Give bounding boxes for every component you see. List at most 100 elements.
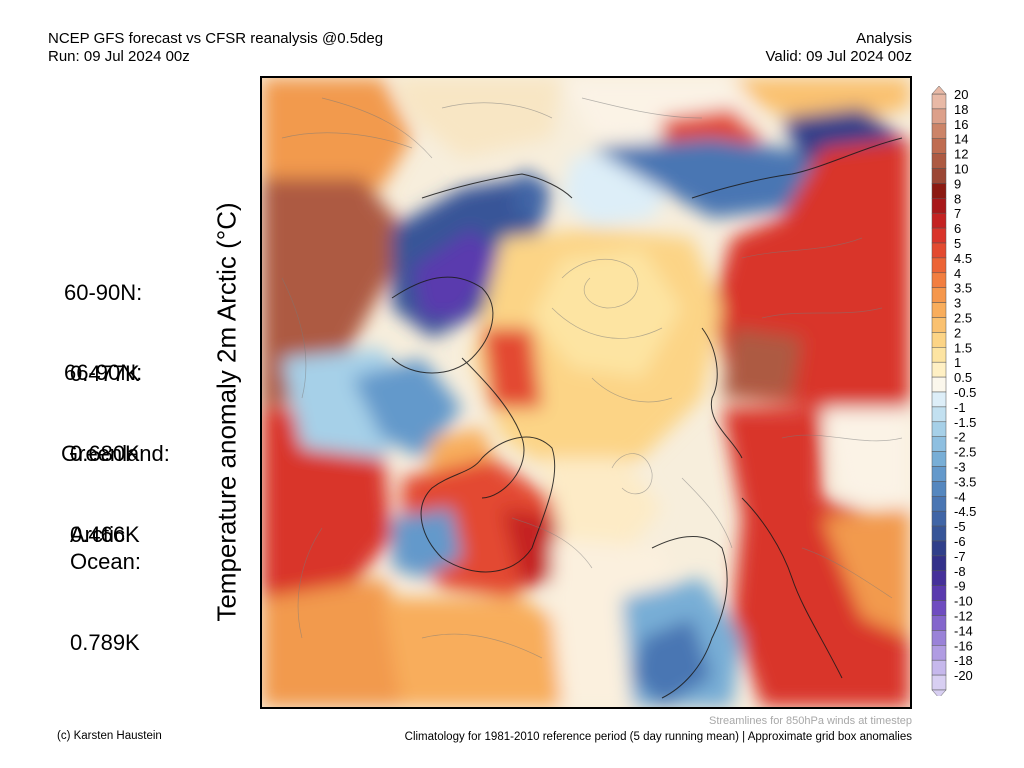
colorbar-boxes xyxy=(931,86,947,696)
stat-greenland: Greenland: 0.466K xyxy=(61,386,170,575)
colorbar-tick-label: 20 xyxy=(954,87,968,102)
colorbar-box xyxy=(931,510,947,527)
colorbar-box xyxy=(931,421,947,437)
stat-66-90n: 66-90N: 0.680K xyxy=(64,305,142,494)
colorbar-tick-label: 5 xyxy=(954,236,961,251)
colorbar-tick-label: 1.5 xyxy=(954,340,972,355)
stat-label: 60-90N: xyxy=(64,280,143,305)
stat-label: Greenland: xyxy=(61,441,170,466)
title-line-1: NCEP GFS forecast vs CFSR reanalysis @0.… xyxy=(48,30,384,47)
colorbar-tick-label: -9 xyxy=(954,579,966,594)
stat-label: 66-90N: xyxy=(64,360,143,385)
colorbar-tick-label: 4.5 xyxy=(954,251,972,266)
stat-value: 0.477K xyxy=(70,361,140,386)
colorbar-box xyxy=(931,257,947,274)
colorbar-box xyxy=(931,317,947,333)
climatology-note: Climatology for 1981-2010 reference peri… xyxy=(404,731,912,743)
streamlines-note: Streamlines for 850hPa winds at timestep xyxy=(709,715,912,727)
colorbar-box xyxy=(931,302,947,318)
colorbar-tick-label: 3.5 xyxy=(954,281,972,296)
valid-time: Valid: 09 Jul 2024 00z xyxy=(765,48,913,65)
colorbar-tick-label: 9 xyxy=(954,176,961,191)
analysis-label: Analysis xyxy=(856,30,912,47)
colorbar-tick-label: 6 xyxy=(954,221,961,236)
colorbar-tick-label: -16 xyxy=(954,638,973,653)
colorbar-tick-label: 18 xyxy=(954,102,968,117)
colorbar-bottom-arrow xyxy=(931,689,947,696)
colorbar-box xyxy=(931,227,947,244)
colorbar-box xyxy=(931,481,947,497)
colorbar-tick-label: 8 xyxy=(954,191,961,206)
anomaly-field xyxy=(262,78,910,707)
colorbar-box xyxy=(931,168,947,184)
colorbar-box xyxy=(931,540,947,557)
colorbar-tick-label: -10 xyxy=(954,594,973,609)
colorbar-tick-label: -12 xyxy=(954,609,973,624)
y-axis-label: Temperature anomaly 2m Arctic (°C) xyxy=(211,202,242,622)
colorbar-labels: 201816141210987654.543.532.521.510.5-0.5… xyxy=(954,87,976,683)
colorbar: 201816141210987654.543.532.521.510.5-0.5… xyxy=(931,86,976,696)
colorbar-tick-label: -18 xyxy=(954,653,973,668)
streamlines xyxy=(281,97,903,659)
stat-arctic-ocean: Arctic Ocean: 0.789K xyxy=(70,467,141,683)
colorbar-tick-label: -5 xyxy=(954,519,966,534)
colorbar-box xyxy=(931,630,947,646)
colorbar-top-arrow xyxy=(931,86,947,95)
colorbar-box xyxy=(931,615,947,631)
colorbar-box xyxy=(931,93,947,110)
colorbar-tick-label: -4.5 xyxy=(954,504,976,519)
colorbar-tick-label: -3.5 xyxy=(954,474,976,489)
colorbar-tick-label: 0.5 xyxy=(954,370,972,385)
colorbar-tick-label: 4 xyxy=(954,266,961,281)
title-line-2: Run: 09 Jul 2024 00z xyxy=(48,48,190,65)
colorbar-tick-label: -2 xyxy=(954,430,966,445)
colorbar-box xyxy=(931,287,947,303)
colorbar-tick-label: 3 xyxy=(954,296,961,311)
colorbar-box xyxy=(931,153,947,169)
colorbar-tick-label: 12 xyxy=(954,147,968,162)
colorbar-tick-label: -14 xyxy=(954,623,973,638)
colorbar-box xyxy=(931,138,947,154)
colorbar-tick-label: -1 xyxy=(954,400,966,415)
colorbar-tick-label: 16 xyxy=(954,117,968,132)
colorbar-tick-label: 14 xyxy=(954,132,968,147)
colorbar-box xyxy=(931,496,947,512)
colorbar-tick-label: -6 xyxy=(954,534,966,549)
anomaly-map xyxy=(260,76,912,709)
colorbar-box xyxy=(931,645,947,661)
colorbar-box xyxy=(931,600,947,616)
colorbar-box xyxy=(931,466,947,482)
colorbar-box xyxy=(931,555,947,572)
colorbar-box xyxy=(931,361,947,378)
colorbar-tick-label: -4 xyxy=(954,489,966,504)
coastlines xyxy=(391,137,903,699)
colorbar-box xyxy=(931,272,947,288)
colorbar-box xyxy=(931,376,947,393)
colorbar-box xyxy=(931,570,947,586)
colorbar-box xyxy=(931,242,947,259)
colorbar-box xyxy=(931,391,947,408)
colorbar-tick-label: -20 xyxy=(954,668,973,683)
colorbar-box xyxy=(931,525,947,542)
colorbar-tick-label: 10 xyxy=(954,162,968,177)
colorbar-tick-label: -3 xyxy=(954,460,966,475)
colorbar-box xyxy=(931,108,947,125)
map-title: NCEP GFS forecast vs CFSR reanalysis @0.… xyxy=(48,30,383,66)
stat-label: Arctic Ocean: xyxy=(70,522,141,574)
colorbar-tick-label: -1.5 xyxy=(954,415,976,430)
colorbar-box xyxy=(931,198,947,214)
stat-value: 0.789K xyxy=(70,630,140,655)
colorbar-box xyxy=(931,406,947,423)
colorbar-box xyxy=(931,123,947,139)
colorbar-box xyxy=(931,332,947,348)
colorbar-tick-label: 7 xyxy=(954,206,961,221)
stat-value: 0.466K xyxy=(70,522,140,547)
colorbar-box xyxy=(931,659,947,676)
colorbar-box xyxy=(931,347,947,363)
colorbar-box xyxy=(931,183,947,199)
colorbar-box xyxy=(931,212,947,229)
colorbar-tick-label: 1 xyxy=(954,355,961,370)
colorbar-box xyxy=(931,436,947,452)
stat-60-90n: 60-90N: 0.477K xyxy=(64,225,142,414)
colorbar-box xyxy=(931,451,947,467)
